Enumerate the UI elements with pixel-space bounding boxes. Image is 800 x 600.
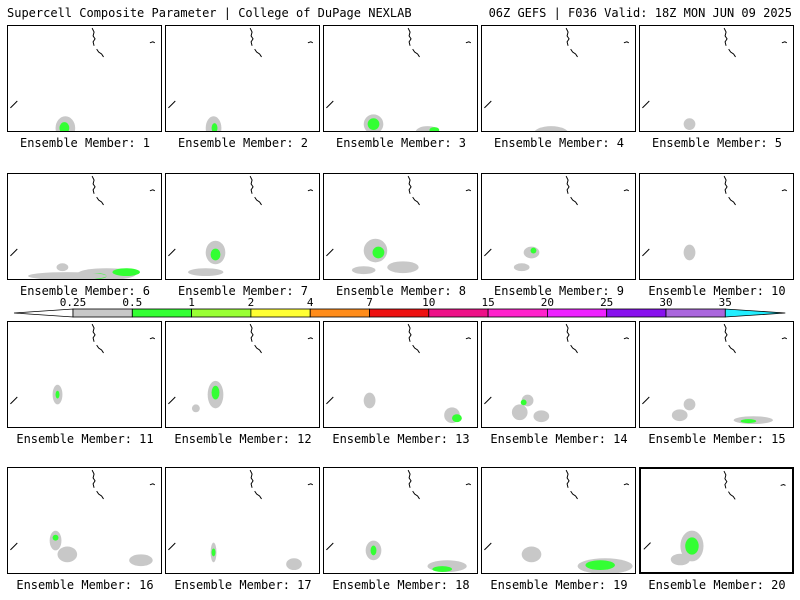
colorbar-segment bbox=[72, 308, 133, 318]
ensemble-member-panel-17[interactable] bbox=[165, 467, 320, 574]
panel-map bbox=[10, 27, 156, 131]
ensemble-member-label-15: Ensemble Member: 15 bbox=[648, 432, 786, 446]
colorbar-tick-label: 4 bbox=[306, 296, 314, 309]
ensemble-member-panel-1[interactable] bbox=[7, 25, 162, 132]
colorbar-segment-over bbox=[724, 308, 786, 318]
ensemble-member-label-2: Ensemble Member: 2 bbox=[177, 136, 309, 150]
ensemble-member-panel-5[interactable] bbox=[639, 25, 794, 132]
colorbar-tick-label: 10 bbox=[422, 296, 436, 309]
colorbar-segment bbox=[250, 308, 311, 318]
colorbar-segment bbox=[606, 308, 667, 318]
colorbar-tick-label: 0.5 bbox=[122, 296, 143, 309]
ensemble-member-panel-16[interactable] bbox=[7, 467, 162, 574]
ensemble-member-label-1: Ensemble Member: 1 bbox=[19, 136, 151, 150]
panel-map bbox=[10, 323, 156, 405]
run-valid-time: 06Z GEFS | F036 Valid: 18Z MON JUN 09 20… bbox=[488, 6, 792, 20]
ensemble-member-panel-13[interactable] bbox=[323, 321, 478, 428]
ensemble-member-panel-9[interactable] bbox=[481, 173, 636, 280]
panel-map bbox=[10, 469, 156, 567]
ensemble-member-panel-19[interactable] bbox=[481, 467, 636, 574]
ensemble-member-label-16: Ensemble Member: 16 bbox=[16, 578, 154, 592]
map-title: Supercell Composite Parameter | College … bbox=[7, 6, 412, 20]
colorbar-segment bbox=[131, 308, 193, 318]
colorbar-segment bbox=[428, 308, 489, 318]
ensemble-member-panel-6[interactable] bbox=[7, 173, 162, 280]
colorbar-segment bbox=[191, 308, 252, 318]
ensemble-member-label-4: Ensemble Member: 4 bbox=[493, 136, 625, 150]
ensemble-member-label-13: Ensemble Member: 13 bbox=[332, 432, 470, 446]
panel-map bbox=[484, 27, 630, 131]
panel-map bbox=[168, 175, 314, 277]
ensemble-member-label-20: Ensemble Member: 20 bbox=[648, 578, 786, 592]
ensemble-member-panel-3[interactable] bbox=[323, 25, 478, 132]
colorbar-tick-label: 2 bbox=[247, 296, 255, 309]
colorbar-segment bbox=[547, 308, 608, 318]
ensemble-member-label-9: Ensemble Member: 9 bbox=[493, 284, 625, 298]
colorbar-tick-label: 15 bbox=[481, 296, 495, 309]
ensemble-member-panel-14[interactable] bbox=[481, 321, 636, 428]
colorbar-segment bbox=[309, 308, 370, 318]
ensemble-member-label-8: Ensemble Member: 8 bbox=[335, 284, 467, 298]
panel-map bbox=[326, 175, 472, 275]
panel-map bbox=[168, 469, 314, 571]
panel-map bbox=[642, 27, 788, 131]
ensemble-member-panel-4[interactable] bbox=[481, 25, 636, 132]
colorbar-segment-under bbox=[13, 308, 74, 318]
panel-map bbox=[643, 470, 786, 566]
ensemble-member-label-10: Ensemble Member: 10 bbox=[648, 284, 786, 298]
colorbar-tick-label: 7 bbox=[366, 296, 373, 309]
panel-map bbox=[484, 323, 630, 423]
panel-map bbox=[168, 323, 314, 413]
colorbar-tick-label: 20 bbox=[540, 296, 555, 309]
ensemble-member-label-11: Ensemble Member: 11 bbox=[16, 432, 154, 446]
ensemble-member-panel-20[interactable] bbox=[639, 467, 794, 574]
ensemble-member-panel-7[interactable] bbox=[165, 173, 320, 280]
panel-map bbox=[484, 469, 633, 573]
ensemble-member-label-6: Ensemble Member: 6 bbox=[19, 284, 151, 298]
ensemble-member-label-3: Ensemble Member: 3 bbox=[335, 136, 467, 150]
ensemble-member-panel-10[interactable] bbox=[639, 173, 794, 280]
panel-map bbox=[168, 27, 314, 131]
ensemble-member-label-17: Ensemble Member: 17 bbox=[174, 578, 312, 592]
panel-map bbox=[326, 27, 472, 131]
colorbar-tick-label: 35 bbox=[718, 296, 732, 309]
ensemble-member-label-14: Ensemble Member: 14 bbox=[490, 432, 628, 446]
colorbar-tick-label: 30 bbox=[659, 296, 673, 309]
panel-map bbox=[642, 323, 788, 425]
colorbar-tick-label: 1 bbox=[188, 296, 195, 309]
colorbar-tick-label: 25 bbox=[600, 296, 614, 309]
panel-map bbox=[10, 175, 156, 279]
panel-map bbox=[642, 175, 788, 261]
ensemble-member-label-12: Ensemble Member: 12 bbox=[174, 432, 312, 446]
colorbar-segment bbox=[665, 308, 726, 318]
panel-map bbox=[484, 175, 630, 272]
ensemble-member-label-5: Ensemble Member: 5 bbox=[651, 136, 783, 150]
ensemble-member-label-19: Ensemble Member: 19 bbox=[490, 578, 628, 592]
ensemble-member-label-7: Ensemble Member: 7 bbox=[177, 284, 309, 298]
ensemble-member-panel-15[interactable] bbox=[639, 321, 794, 428]
ensemble-member-panel-8[interactable] bbox=[323, 173, 478, 280]
colorbar-tick-label: 0.25 bbox=[59, 296, 87, 309]
panel-map bbox=[326, 469, 472, 573]
colorbar-segment bbox=[487, 308, 548, 318]
ensemble-member-label-18: Ensemble Member: 18 bbox=[332, 578, 470, 592]
ensemble-member-panel-18[interactable] bbox=[323, 467, 478, 574]
ensemble-member-panel-12[interactable] bbox=[165, 321, 320, 428]
panel-map bbox=[326, 323, 472, 424]
ensemble-member-panel-2[interactable] bbox=[165, 25, 320, 132]
ensemble-member-panel-11[interactable] bbox=[7, 321, 162, 428]
colorbar-segment bbox=[369, 308, 430, 318]
color-scale-bar bbox=[0, 296, 800, 324]
